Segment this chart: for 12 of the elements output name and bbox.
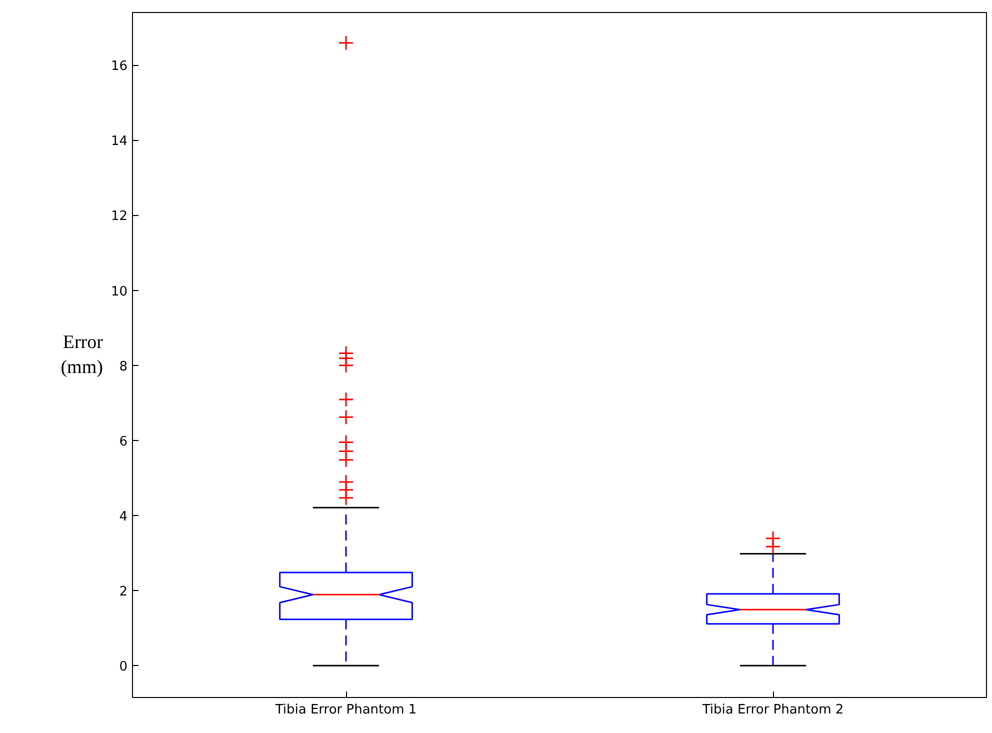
y-tick-label: 10 xyxy=(110,284,128,300)
y-axis-title: Error (mm) xyxy=(60,332,104,378)
y-tick-label: 8 xyxy=(119,359,128,374)
y-tick-label: 6 xyxy=(119,434,128,450)
y-tick-label: 2 xyxy=(119,584,128,600)
y-tick-label: 4 xyxy=(119,509,128,524)
y-tick-label: 16 xyxy=(110,59,128,74)
y-tick-label: 0 xyxy=(119,660,128,675)
x-tick-label: Tibia Error Phantom 2 xyxy=(701,702,844,718)
y-tick-label: 14 xyxy=(110,134,128,150)
x-tick-label: Tibia Error Phantom 1 xyxy=(274,702,417,718)
y-tick-label: 12 xyxy=(110,209,128,224)
